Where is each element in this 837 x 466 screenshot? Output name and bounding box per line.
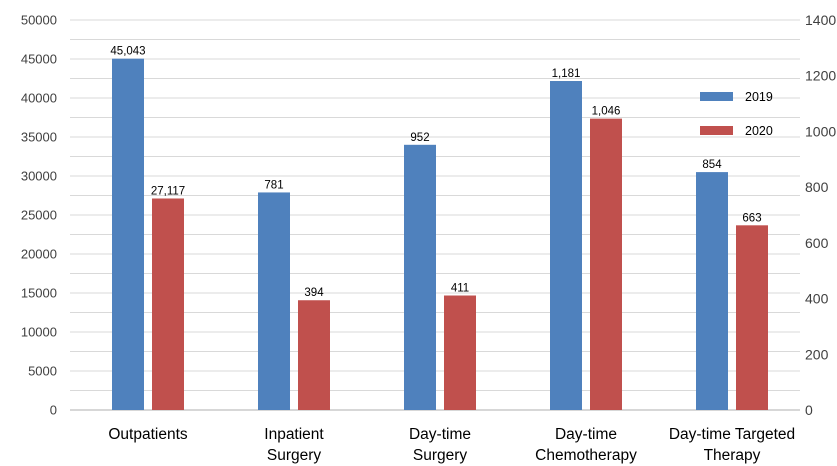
bar-2020-inpatient-surgery — [298, 300, 330, 410]
right-y-axis: 0 200 400 600 800 1000 1200 1400 — [805, 12, 836, 418]
data-label-2019-outpatients: 45,043 — [110, 46, 145, 58]
left-tick-label-25000: 25000 — [21, 208, 57, 223]
category-labels: Outpatients Inpatient Surgery Day-time Surge… — [108, 426, 795, 464]
category-label-line: Day-time — [409, 426, 471, 443]
left-tick-label-5000: 5000 — [28, 364, 57, 379]
left-tick-label-50000: 50000 — [21, 13, 57, 28]
left-y-axis: 0 5000 10000 15000 20000 25000 30000 35000 40000… — [21, 13, 57, 418]
bar-2019-day-time-surgery — [404, 144, 436, 411]
legend-swatch-2020 — [700, 126, 733, 135]
category-label-line: Outpatients — [108, 426, 188, 443]
legend-label-2019: 2019 — [745, 90, 773, 104]
legend-swatch-2019 — [700, 92, 733, 101]
category-label-line: Chemotherapy — [535, 447, 637, 464]
bar-2020-day-time-surgery — [444, 295, 476, 410]
left-tick-label-15000: 15000 — [21, 286, 57, 301]
left-tick-label-20000: 20000 — [21, 247, 57, 262]
left-tick-label-40000: 40000 — [21, 91, 57, 106]
data-label-2020-inpatient-surgery: 394 — [304, 287, 324, 299]
category-label-line: Day-time — [555, 426, 617, 443]
right-tick-label-800: 800 — [805, 179, 829, 195]
bar-2019-inpatient-surgery — [258, 192, 290, 410]
bar-2020-outpatients — [152, 198, 184, 410]
data-label-2019-day-time-chemotherapy: 1,181 — [552, 68, 581, 80]
left-tick-label-0: 0 — [50, 403, 57, 418]
category-label-inpatient-surgery: Inpatient Surgery — [264, 426, 324, 464]
right-tick-label-1400: 1400 — [805, 12, 836, 28]
data-label-2020-outpatients: 27,117 — [151, 185, 185, 197]
bars — [112, 58, 768, 411]
category-label-day-time-targeted-therapy: Day-time Targeted Therapy — [669, 426, 795, 464]
data-label-2020-day-time-targeted-therapy: 663 — [742, 212, 761, 224]
right-tick-label-0: 0 — [805, 402, 813, 418]
right-tick-label-400: 400 — [805, 291, 829, 307]
data-labels: 45,043 27,117 781 394 952 411 1,181 1,046 854 663 — [110, 46, 761, 300]
category-label-line: Inpatient — [264, 426, 324, 443]
data-label-2019-day-time-surgery: 952 — [410, 132, 429, 144]
right-tick-label-1200: 1200 — [805, 68, 836, 84]
left-tick-label-30000: 30000 — [21, 169, 57, 184]
bar-2020-day-time-targeted-therapy — [736, 225, 768, 410]
category-label-line: Therapy — [704, 447, 761, 464]
data-label-2020-day-time-chemotherapy: 1,046 — [592, 106, 621, 118]
right-tick-label-1000: 1000 — [805, 123, 836, 139]
left-tick-label-35000: 35000 — [21, 130, 57, 145]
bar-2020-day-time-chemotherapy — [590, 118, 622, 410]
bar-2019-day-time-targeted-therapy — [696, 172, 728, 410]
category-label-day-time-surgery: Day-time Surgery — [409, 426, 471, 464]
right-tick-label-200: 200 — [805, 346, 829, 362]
left-tick-label-45000: 45000 — [21, 52, 57, 67]
category-label-line: Surgery — [413, 447, 468, 464]
category-label-line: Surgery — [267, 447, 322, 464]
data-label-2019-inpatient-surgery: 781 — [264, 179, 283, 191]
right-tick-label-600: 600 — [805, 235, 829, 251]
category-label-outpatients: Outpatients — [108, 426, 188, 443]
category-label-day-time-chemotherapy: Day-time Chemotherapy — [535, 426, 637, 464]
legend: 2019 2020 — [700, 90, 773, 138]
data-label-2020-day-time-surgery: 411 — [451, 283, 469, 295]
data-label-2019-day-time-targeted-therapy: 854 — [702, 159, 722, 171]
left-tick-label-10000: 10000 — [21, 325, 57, 340]
bar-2019-day-time-chemotherapy — [550, 81, 582, 410]
bar-2019-outpatients — [112, 58, 144, 410]
legend-label-2020: 2020 — [745, 124, 773, 138]
category-label-line: Day-time Targeted — [669, 426, 795, 443]
